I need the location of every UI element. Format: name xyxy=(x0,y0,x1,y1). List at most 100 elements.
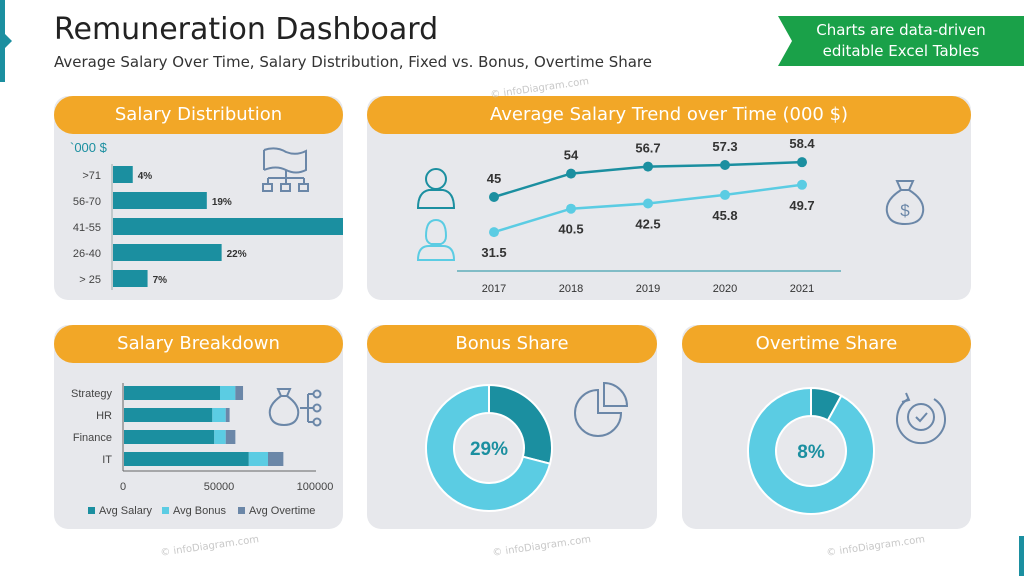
trend-value-label: 56.7 xyxy=(635,141,660,156)
distribution-bar xyxy=(113,166,133,183)
bonus-center-label: 29% xyxy=(470,439,508,460)
trend-value-label: 49.7 xyxy=(789,198,814,213)
trend-year-label: 2018 xyxy=(559,283,583,295)
badge-line-1: Charts are data-driven xyxy=(816,21,986,39)
svg-text:$: $ xyxy=(900,201,910,220)
clock-cycle-icon xyxy=(896,392,946,445)
breakdown-salary-bar xyxy=(124,408,213,422)
legend-label-bonus: Avg Bonus xyxy=(173,505,227,517)
overtime-slice-other xyxy=(747,386,875,515)
legend-label-overtime: Avg Overtime xyxy=(249,505,316,517)
pie-chart-icon xyxy=(574,381,629,437)
distribution-value-label: 4% xyxy=(138,171,153,182)
overtime-center-label: 8% xyxy=(797,442,825,463)
distribution-bar xyxy=(113,270,148,287)
trend-point xyxy=(489,192,499,202)
watermark-bottom-right: © infoDiagram.com xyxy=(825,534,926,559)
distribution-unit-label: `000 $ xyxy=(70,140,108,155)
overtime-share-panel: Overtime Share 8% xyxy=(682,325,971,529)
watermark-bottom-center: © infoDiagram.com xyxy=(491,534,592,559)
salary-breakdown-title: Salary Breakdown xyxy=(54,325,343,363)
legend-avg-salary: Avg Salary xyxy=(88,505,152,517)
trend-year-label: 2020 xyxy=(713,283,737,295)
trend-point xyxy=(643,198,653,209)
trend-point xyxy=(566,168,576,179)
money-bag-icon: $ xyxy=(885,180,925,226)
watermark-bottom-left: © infoDiagram.com xyxy=(159,534,260,559)
overtime-share-title: Overtime Share xyxy=(682,325,971,363)
trend-value-label: 31.5 xyxy=(481,245,506,260)
breakdown-category-label: IT xyxy=(102,454,112,466)
trend-value-label: 58.4 xyxy=(789,136,815,151)
breakdown-x-tick: 100000 xyxy=(297,481,334,493)
breakdown-overtime-bar xyxy=(225,408,230,422)
trend-value-label: 45 xyxy=(487,171,501,186)
trend-value-label: 54 xyxy=(564,148,579,163)
legend-swatch-overtime xyxy=(238,507,245,514)
breakdown-salary-bar xyxy=(124,386,220,400)
breakdown-overtime-bar xyxy=(235,386,244,400)
breakdown-salary-bar xyxy=(124,452,249,466)
bonus-slice-other xyxy=(425,383,552,512)
breakdown-x-tick: 0 xyxy=(120,481,126,493)
money-bag-network-icon xyxy=(268,388,322,427)
salary-breakdown-panel: Salary Breakdown Strategy HR Finance IT 0 500… xyxy=(54,325,343,529)
distribution-category-label: >71 xyxy=(82,170,101,182)
breakdown-category-label: HR xyxy=(96,410,112,422)
page-subtitle: Average Salary Over Time, Salary Distrib… xyxy=(54,53,652,71)
person-icon xyxy=(416,168,456,209)
breakdown-overtime-bar xyxy=(225,430,236,444)
salary-distribution-panel: Salary Distribution `000 $ >71 4% 56-70 19%… xyxy=(54,96,343,300)
distribution-category-label: 26-40 xyxy=(73,248,101,260)
salary-trend-title: Average Salary Trend over Time (000 $) xyxy=(367,96,971,134)
salary-breakdown-chart: Strategy HR Finance IT 0 50000 100000 xyxy=(71,383,334,493)
trend-point xyxy=(797,157,807,168)
trend-value-label: 45.8 xyxy=(712,208,737,223)
badge-line-2: editable Excel Tables xyxy=(822,42,980,60)
trend-point xyxy=(797,179,807,190)
salary-trend-chart: 45 54 56.7 57.3 58.4 31.5 40.5 42.5 45.8 49.7 2017… xyxy=(416,136,925,295)
left-accent-notch xyxy=(5,34,12,48)
trend-value-label: 40.5 xyxy=(558,222,583,237)
distribution-bar xyxy=(113,192,207,209)
bonus-share-panel: Bonus Share 29% xyxy=(367,325,657,529)
bonus-share-title: Bonus Share xyxy=(367,325,657,363)
trend-value-label: 42.5 xyxy=(635,217,660,232)
salary-distribution-title: Salary Distribution xyxy=(54,96,343,134)
breakdown-salary-bar xyxy=(124,430,215,444)
trend-point xyxy=(720,189,730,200)
breakdown-x-tick: 50000 xyxy=(204,481,235,493)
distribution-category-label: 41-55 xyxy=(73,222,101,234)
bonus-slice-bonus xyxy=(488,383,553,465)
trend-point xyxy=(489,227,499,238)
distribution-category-label: 56-70 xyxy=(73,196,101,208)
breakdown-bonus-bar xyxy=(212,408,226,422)
bonus-share-chart: 29% xyxy=(425,381,629,512)
left-accent-bar xyxy=(0,0,5,82)
distribution-value-label: 22% xyxy=(227,249,247,260)
right-accent-bar xyxy=(1019,536,1024,576)
trend-year-label: 2019 xyxy=(636,283,660,295)
breakdown-category-label: Strategy xyxy=(71,388,112,400)
person-female-icon xyxy=(416,218,456,261)
trend-point xyxy=(720,160,730,171)
distribution-value-label: 7% xyxy=(153,275,168,286)
trend-value-label: 57.3 xyxy=(712,139,737,154)
distribution-value-label: 19% xyxy=(212,197,232,208)
legend-avg-overtime: Avg Overtime xyxy=(238,505,315,517)
salary-trend-panel: Average Salary Trend over Time (000 $) 4… xyxy=(367,96,971,300)
breakdown-bonus-bar xyxy=(248,452,268,466)
trend-year-label: 2021 xyxy=(790,283,814,295)
legend-swatch-bonus xyxy=(162,507,169,514)
trend-year-label: 2017 xyxy=(482,283,506,295)
page-title: Remuneration Dashboard xyxy=(54,12,439,47)
data-driven-badge: Charts are data-driven editable Excel Ta… xyxy=(778,16,1024,66)
org-chart-icon xyxy=(262,147,309,192)
legend-avg-bonus: Avg Bonus xyxy=(162,505,226,517)
distribution-category-label: > 25 xyxy=(79,274,101,286)
distribution-bar xyxy=(113,218,343,235)
breakdown-bonus-bar xyxy=(220,386,236,400)
legend-swatch-salary xyxy=(88,507,95,514)
overtime-share-chart: 8% xyxy=(747,386,946,515)
